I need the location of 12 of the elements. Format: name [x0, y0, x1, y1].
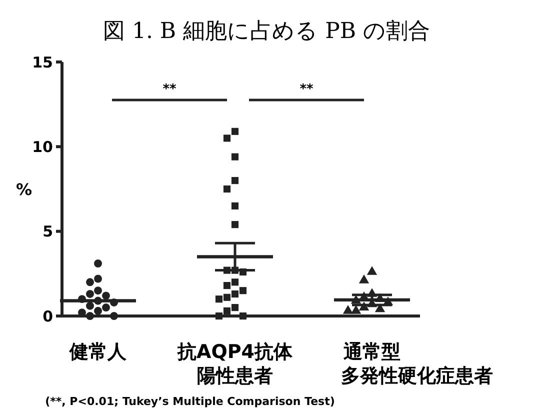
chart-title: 図 1. B 細胞に占める PB の割合	[102, 19, 430, 44]
annotation: **	[162, 82, 176, 97]
y-tick-label: 5	[42, 222, 53, 241]
y-tick-label: 15	[32, 53, 53, 72]
text: (**, P<0.01; Tukey’s Multiple Comparison Test)	[45, 395, 335, 408]
annotation: **	[300, 82, 314, 97]
x-tick-label: 健常人	[68, 341, 128, 363]
y-axis-title: %	[16, 180, 32, 199]
x-tick-label: 抗AQP4抗体陽性患者	[176, 341, 294, 387]
y-tick-label: 0	[42, 307, 53, 326]
x-tick-label: 通常型多発性硬化症患者	[341, 341, 493, 387]
y-tick-label: 10	[32, 138, 53, 156]
